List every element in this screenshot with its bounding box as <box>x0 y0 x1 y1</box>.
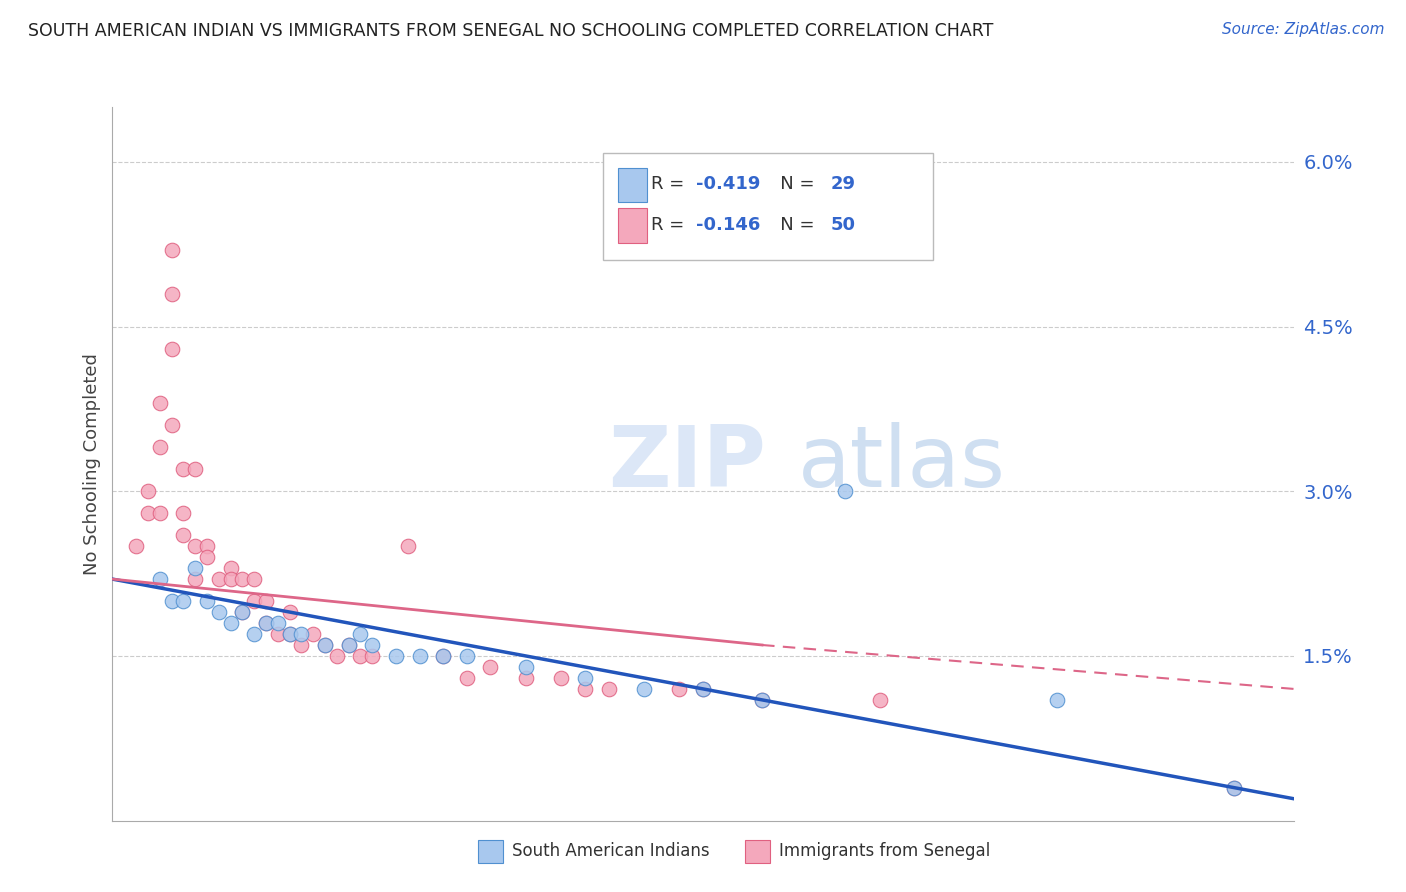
Text: SOUTH AMERICAN INDIAN VS IMMIGRANTS FROM SENEGAL NO SCHOOLING COMPLETED CORRELAT: SOUTH AMERICAN INDIAN VS IMMIGRANTS FROM… <box>28 22 994 40</box>
Point <box>751 693 773 707</box>
Point <box>834 484 856 499</box>
Point <box>1223 780 1246 795</box>
Text: Immigrants from Senegal: Immigrants from Senegal <box>779 842 990 861</box>
Point <box>267 627 290 641</box>
Text: -0.419: -0.419 <box>696 175 761 193</box>
Point <box>456 648 478 663</box>
Point <box>136 506 159 520</box>
Point <box>290 627 312 641</box>
Point <box>337 638 360 652</box>
Point <box>160 418 183 433</box>
Point <box>195 594 218 608</box>
Point <box>550 671 572 685</box>
Point <box>172 594 194 608</box>
Point <box>361 648 384 663</box>
Point <box>302 627 325 641</box>
Point <box>668 681 690 696</box>
Point <box>314 638 336 652</box>
Point <box>136 484 159 499</box>
Point <box>184 572 207 586</box>
Y-axis label: No Schooling Completed: No Schooling Completed <box>83 353 101 574</box>
Point <box>231 605 253 619</box>
Point <box>278 627 301 641</box>
Point <box>1223 780 1246 795</box>
Point <box>349 627 371 641</box>
Point <box>254 594 277 608</box>
Text: N =: N = <box>763 175 821 193</box>
Point <box>195 550 218 565</box>
Point <box>479 660 502 674</box>
Text: R =: R = <box>651 175 690 193</box>
Point <box>184 539 207 553</box>
Point <box>574 681 596 696</box>
Text: South American Indians: South American Indians <box>512 842 710 861</box>
Point <box>314 638 336 652</box>
Point <box>243 627 266 641</box>
Point <box>160 594 183 608</box>
Point <box>633 681 655 696</box>
Point <box>219 572 242 586</box>
Point <box>149 506 172 520</box>
Point <box>160 243 183 257</box>
Point <box>278 627 301 641</box>
Point <box>869 693 891 707</box>
Point <box>149 396 172 410</box>
Point <box>692 681 714 696</box>
Point <box>219 615 242 630</box>
Point <box>219 561 242 575</box>
Text: Source: ZipAtlas.com: Source: ZipAtlas.com <box>1222 22 1385 37</box>
Point <box>243 572 266 586</box>
Text: 29: 29 <box>831 175 856 193</box>
Point <box>1046 693 1069 707</box>
Point <box>254 615 277 630</box>
Point <box>432 648 454 663</box>
Point <box>149 572 172 586</box>
Text: -0.146: -0.146 <box>696 216 761 234</box>
Point <box>195 539 218 553</box>
Point <box>349 648 371 663</box>
Point <box>574 671 596 685</box>
Point <box>267 615 290 630</box>
Text: R =: R = <box>651 216 690 234</box>
Point <box>515 671 537 685</box>
Point <box>432 648 454 663</box>
Point <box>515 660 537 674</box>
Point <box>254 615 277 630</box>
Text: atlas: atlas <box>797 422 1005 506</box>
Point <box>208 572 231 586</box>
Point <box>692 681 714 696</box>
Point <box>456 671 478 685</box>
Point <box>172 506 194 520</box>
Point <box>408 648 430 663</box>
Point <box>385 648 408 663</box>
Point <box>149 441 172 455</box>
Point <box>751 693 773 707</box>
Point <box>208 605 231 619</box>
Point <box>125 539 148 553</box>
Point <box>598 681 620 696</box>
Point <box>231 605 253 619</box>
Point <box>160 286 183 301</box>
Point <box>396 539 419 553</box>
Text: ZIP: ZIP <box>609 422 766 506</box>
Point <box>160 342 183 356</box>
Point <box>326 648 349 663</box>
Point <box>278 605 301 619</box>
Text: N =: N = <box>763 216 821 234</box>
Point <box>184 561 207 575</box>
Bar <box>619 168 648 202</box>
FancyBboxPatch shape <box>603 153 934 260</box>
Point <box>290 638 312 652</box>
Point <box>231 572 253 586</box>
Point <box>337 638 360 652</box>
Point <box>172 462 194 476</box>
Point <box>184 462 207 476</box>
Point <box>243 594 266 608</box>
Bar <box>619 209 648 243</box>
Point <box>172 528 194 542</box>
Text: 50: 50 <box>831 216 856 234</box>
Point <box>361 638 384 652</box>
